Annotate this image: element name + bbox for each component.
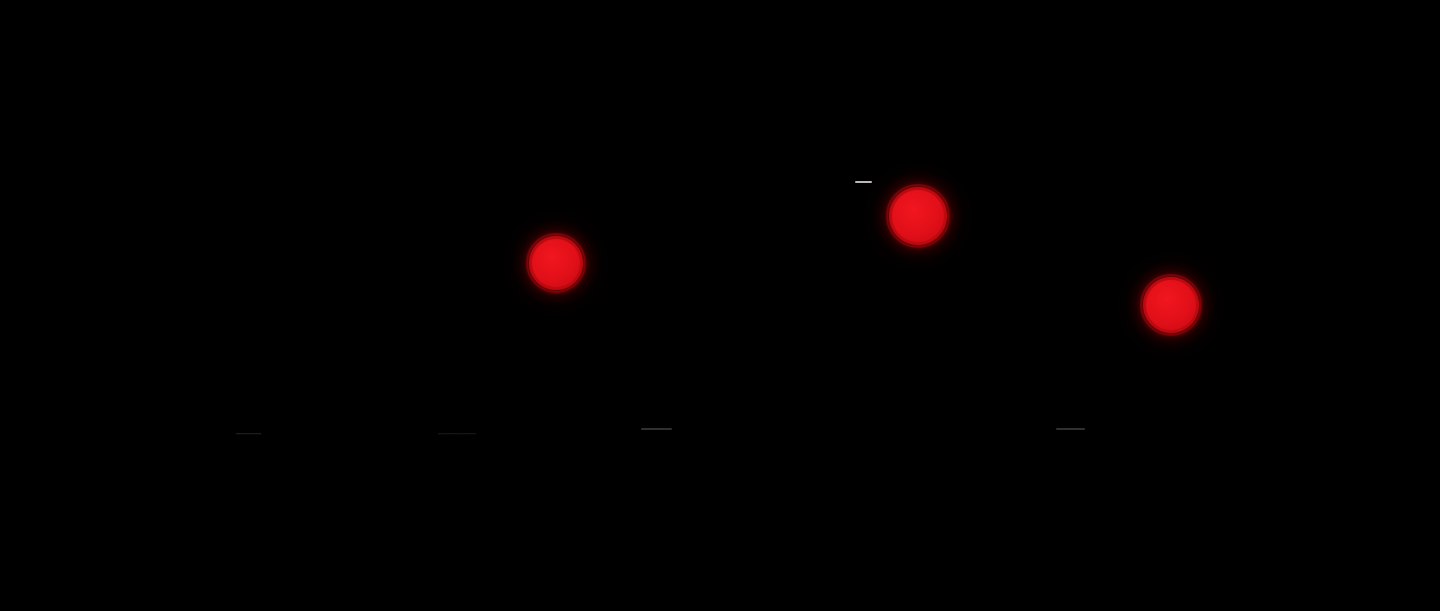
click-marker-1[interactable] bbox=[526, 233, 586, 293]
click-marker-2[interactable] bbox=[886, 184, 950, 248]
dash-mid bbox=[641, 428, 672, 430]
dash-right bbox=[1056, 428, 1085, 430]
click-marker-3[interactable] bbox=[1140, 274, 1202, 336]
faint-label-2: ______ bbox=[438, 423, 476, 435]
dash-top bbox=[855, 181, 872, 183]
faint-label-1: ____ bbox=[236, 423, 262, 435]
